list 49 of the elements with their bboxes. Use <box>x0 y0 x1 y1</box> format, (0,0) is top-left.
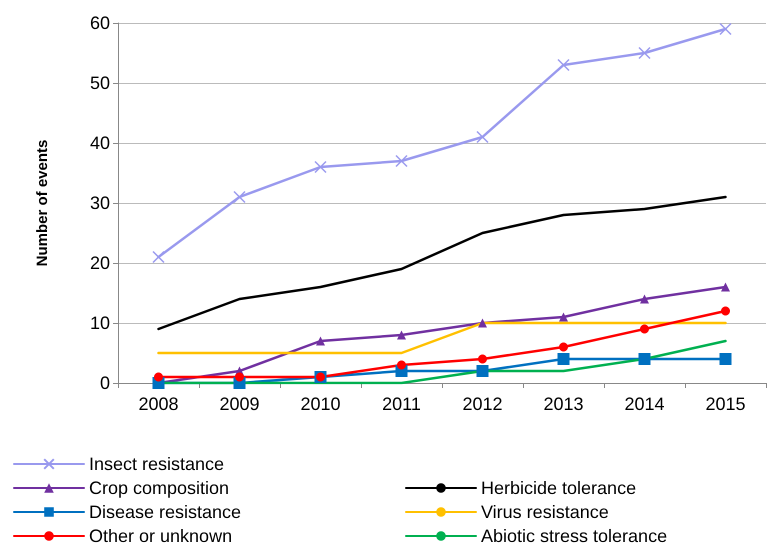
legend-label: Insect resistance <box>89 454 224 474</box>
point <box>476 130 489 144</box>
legend-label: Abiotic stress tolerance <box>481 526 668 546</box>
y-tick-label: 10 <box>90 313 110 333</box>
point <box>397 360 406 370</box>
y-tick-label: 50 <box>90 73 110 93</box>
x-tick-label: 2015 <box>705 394 746 414</box>
point <box>719 22 732 36</box>
point <box>395 154 408 168</box>
x-tick-label: 2010 <box>300 394 341 414</box>
legend-label: Herbicide tolerance <box>481 478 636 498</box>
x-tick-label: 2008 <box>138 394 179 414</box>
x-tick-label: 2011 <box>382 394 421 414</box>
x-tick-label: 2013 <box>543 394 584 414</box>
point <box>316 336 325 346</box>
y-axis-title: Number of events <box>34 140 51 266</box>
point <box>154 372 163 382</box>
point <box>476 365 488 377</box>
y-tick-label: 30 <box>90 193 110 213</box>
x-tick-label: 2014 <box>624 394 665 414</box>
x-tick-label: 2012 <box>462 394 503 414</box>
point <box>638 353 650 365</box>
point <box>397 330 406 340</box>
legend-label: Crop composition <box>89 478 230 498</box>
point <box>478 354 487 364</box>
point <box>557 58 570 72</box>
point <box>314 160 327 174</box>
line-series <box>157 196 727 330</box>
point <box>558 353 570 365</box>
point <box>559 312 568 322</box>
legend-label: Virus resistance <box>481 502 609 522</box>
point <box>640 294 649 304</box>
point <box>559 342 568 352</box>
point <box>638 46 651 60</box>
point <box>478 318 487 328</box>
point <box>152 250 165 264</box>
legend-label: Disease resistance <box>89 502 242 522</box>
point <box>721 306 730 316</box>
point <box>640 324 649 334</box>
y-tick-label: 0 <box>100 373 110 393</box>
point <box>721 282 730 292</box>
x-tick-label: 2009 <box>219 394 260 414</box>
legend-label: Other or unknown <box>89 526 232 546</box>
point <box>233 190 246 204</box>
y-tick-label: 20 <box>90 253 110 273</box>
point <box>720 353 732 365</box>
y-tick-label: 60 <box>90 13 110 33</box>
y-tick-label: 40 <box>90 133 110 153</box>
point <box>235 372 244 382</box>
